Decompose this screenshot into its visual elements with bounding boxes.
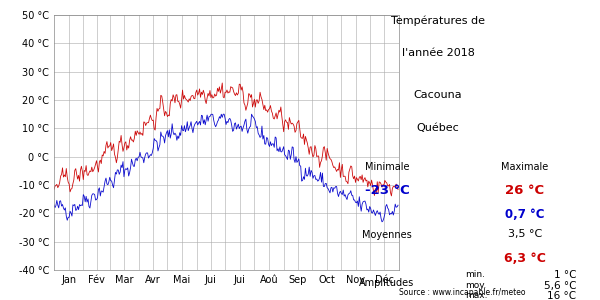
Text: 6,3 °C: 6,3 °C (504, 252, 546, 265)
Text: 26 °C: 26 °C (505, 184, 545, 197)
Text: 1 °C: 1 °C (554, 270, 576, 280)
Text: moy.: moy. (465, 280, 486, 290)
Text: Maximale: Maximale (502, 162, 548, 172)
Text: Minimale: Minimale (365, 162, 409, 172)
Text: 16 °C: 16 °C (547, 291, 576, 300)
Text: min.: min. (465, 270, 485, 279)
Text: 5,6 °C: 5,6 °C (544, 280, 576, 290)
Text: 3,5 °C: 3,5 °C (508, 230, 542, 239)
Text: -23 °C: -23 °C (365, 184, 409, 197)
Text: Source : www.incapable.fr/meteo: Source : www.incapable.fr/meteo (399, 288, 526, 297)
Text: Cacouna: Cacouna (413, 90, 463, 100)
Text: Québec: Québec (416, 123, 460, 133)
Text: 0,7 °C: 0,7 °C (505, 208, 545, 221)
Text: Températures de: Températures de (391, 15, 485, 26)
Text: Amplitudes: Amplitudes (359, 278, 415, 287)
Text: Moyennes: Moyennes (362, 230, 412, 239)
Text: l'année 2018: l'année 2018 (401, 48, 475, 58)
Text: max.: max. (465, 291, 487, 300)
